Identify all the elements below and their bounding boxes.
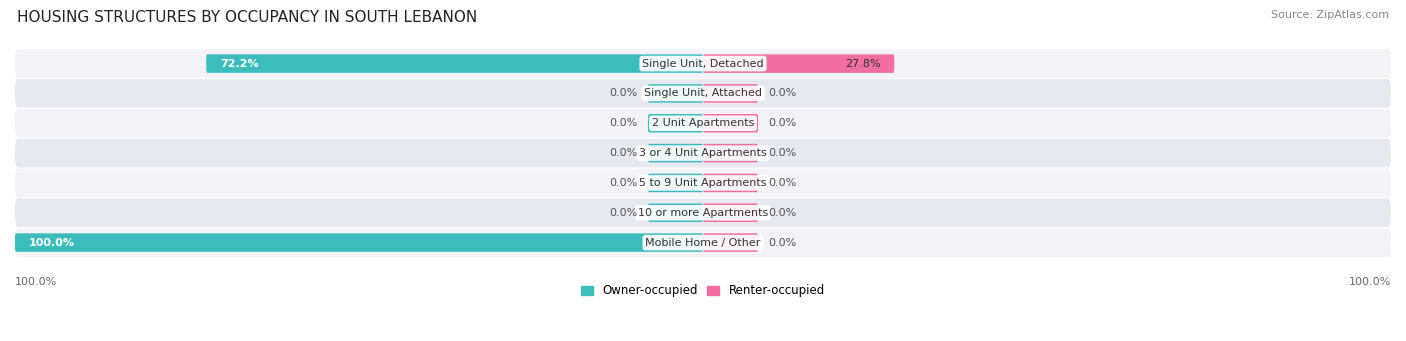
FancyBboxPatch shape [648,174,703,192]
Text: 100.0%: 100.0% [15,277,58,287]
FancyBboxPatch shape [648,114,703,133]
Text: 0.0%: 0.0% [609,118,638,128]
Text: 100.0%: 100.0% [28,238,75,248]
Text: 0.0%: 0.0% [768,178,797,188]
Text: Source: ZipAtlas.com: Source: ZipAtlas.com [1271,10,1389,20]
Text: 0.0%: 0.0% [609,88,638,99]
FancyBboxPatch shape [15,198,1391,227]
Text: HOUSING STRUCTURES BY OCCUPANCY IN SOUTH LEBANON: HOUSING STRUCTURES BY OCCUPANCY IN SOUTH… [17,10,477,25]
FancyBboxPatch shape [207,54,703,73]
FancyBboxPatch shape [703,144,758,162]
FancyBboxPatch shape [703,54,894,73]
Text: 0.0%: 0.0% [609,208,638,218]
Text: 2 Unit Apartments: 2 Unit Apartments [652,118,754,128]
FancyBboxPatch shape [648,84,703,103]
Text: 0.0%: 0.0% [768,238,797,248]
Text: 0.0%: 0.0% [768,88,797,99]
FancyBboxPatch shape [703,174,758,192]
FancyBboxPatch shape [648,204,703,222]
Text: 0.0%: 0.0% [609,178,638,188]
Text: 100.0%: 100.0% [1348,277,1391,287]
Text: 72.2%: 72.2% [219,59,259,69]
Text: 3 or 4 Unit Apartments: 3 or 4 Unit Apartments [640,148,766,158]
Text: 0.0%: 0.0% [609,148,638,158]
Text: 0.0%: 0.0% [768,118,797,128]
Text: 0.0%: 0.0% [768,208,797,218]
Text: Mobile Home / Other: Mobile Home / Other [645,238,761,248]
FancyBboxPatch shape [15,228,1391,257]
Text: 10 or more Apartments: 10 or more Apartments [638,208,768,218]
FancyBboxPatch shape [15,109,1391,137]
FancyBboxPatch shape [648,144,703,162]
FancyBboxPatch shape [15,168,1391,197]
Text: 27.8%: 27.8% [845,59,880,69]
FancyBboxPatch shape [15,79,1391,108]
FancyBboxPatch shape [703,233,758,252]
Text: 5 to 9 Unit Apartments: 5 to 9 Unit Apartments [640,178,766,188]
FancyBboxPatch shape [703,204,758,222]
Text: Single Unit, Attached: Single Unit, Attached [644,88,762,99]
FancyBboxPatch shape [15,139,1391,167]
Text: 0.0%: 0.0% [768,148,797,158]
FancyBboxPatch shape [15,49,1391,78]
FancyBboxPatch shape [15,233,703,252]
Text: Single Unit, Detached: Single Unit, Detached [643,59,763,69]
FancyBboxPatch shape [703,84,758,103]
Legend: Owner-occupied, Renter-occupied: Owner-occupied, Renter-occupied [576,279,830,302]
FancyBboxPatch shape [703,114,758,133]
